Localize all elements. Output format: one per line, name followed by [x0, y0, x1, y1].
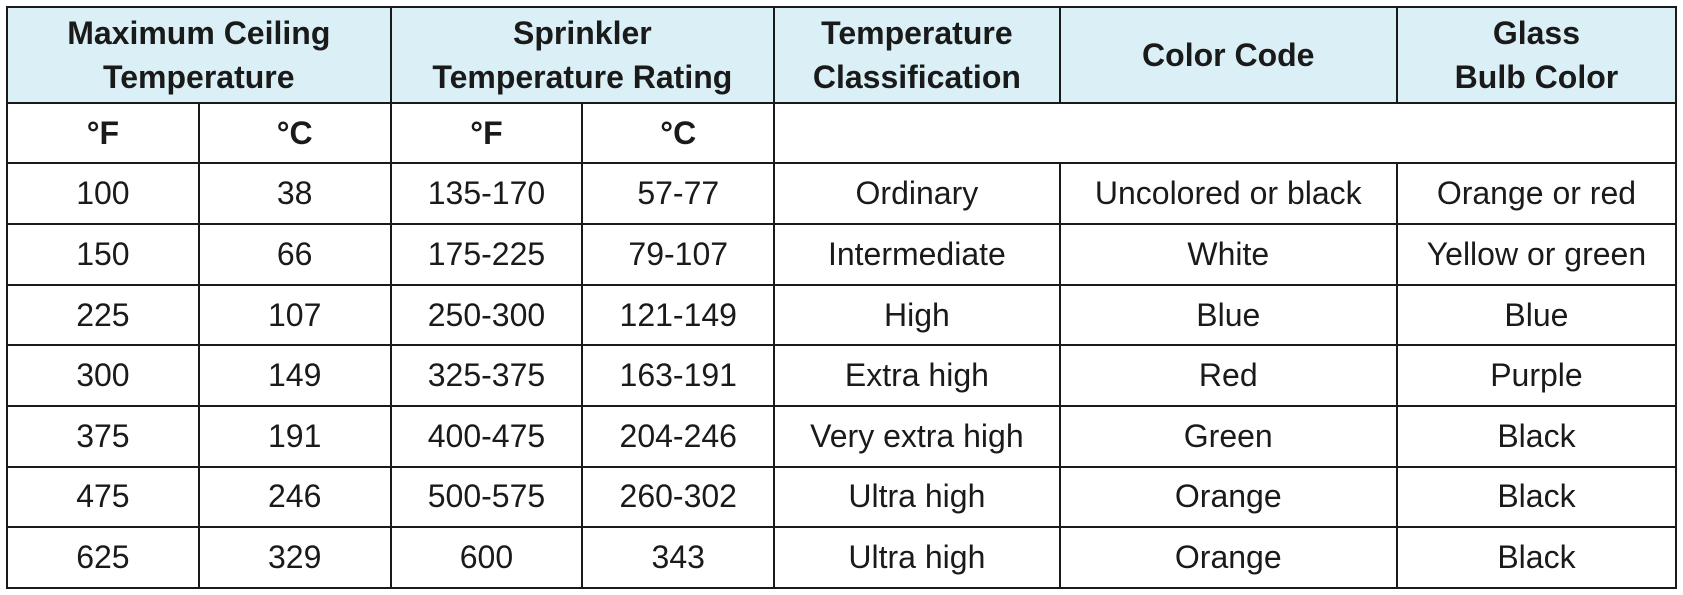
cell-rating-f: 175-225 — [389, 223, 584, 286]
unit-rating-fahrenheit: °F — [389, 101, 584, 165]
cell-rating-c: 121-149 — [581, 283, 776, 347]
cell-classification: Very extra high — [773, 404, 1061, 468]
cell-color-code: Orange — [1058, 526, 1398, 589]
cell-bulb-color: Black — [1395, 404, 1678, 468]
sprinkler-temperature-table-container: Maximum Ceiling Temperature Sprinkler Te… — [6, 6, 1678, 589]
cell-rating-c: 79-107 — [581, 223, 776, 286]
cell-ceiling-c: 191 — [197, 404, 392, 468]
header-line: Maximum Ceiling — [67, 14, 331, 51]
cell-bulb-color: Yellow or green — [1395, 223, 1678, 286]
table-row: 100 38 135-170 57-77 Ordinary Uncolored or bl… — [6, 162, 1678, 226]
header-color-code: Color Code — [1058, 6, 1398, 104]
table-body: 100 38 135-170 57-77 Ordinary Uncolored or bl… — [6, 162, 1678, 589]
header-max-ceiling-temperature: Maximum Ceiling Temperature — [6, 6, 392, 104]
cell-rating-f: 250-300 — [389, 283, 584, 347]
cell-ceiling-f: 225 — [6, 283, 200, 347]
units-blank-cell — [773, 101, 1677, 165]
cell-color-code: Blue — [1058, 283, 1398, 347]
header-line: Temperature — [103, 58, 295, 95]
cell-ceiling-f: 475 — [6, 465, 200, 529]
sprinkler-temperature-table: Maximum Ceiling Temperature Sprinkler Te… — [6, 6, 1678, 589]
cell-bulb-color: Black — [1395, 526, 1678, 589]
cell-rating-f: 600 — [389, 526, 584, 589]
cell-color-code: Orange — [1058, 465, 1398, 529]
cell-ceiling-c: 329 — [197, 526, 392, 589]
table-row: 625 329 600 343 Ultra high Orange Black — [6, 526, 1678, 589]
cell-rating-f: 500-575 — [389, 465, 584, 529]
cell-classification: Extra high — [773, 344, 1061, 407]
cell-ceiling-f: 300 — [6, 344, 200, 407]
header-glass-bulb-color: Glass Bulb Color — [1395, 6, 1678, 104]
cell-rating-c: 163-191 — [581, 344, 776, 407]
cell-rating-f: 135-170 — [389, 162, 584, 226]
units-row: °F °C °F °C — [6, 101, 1677, 165]
header-line: Bulb Color — [1454, 58, 1619, 95]
cell-rating-c: 343 — [581, 526, 776, 589]
unit-rating-celsius: °C — [581, 101, 776, 165]
header-line: Glass — [1492, 14, 1581, 51]
cell-bulb-color: Black — [1395, 465, 1678, 529]
table-row: 300 149 325-375 163-191 Extra high Red Purple — [6, 344, 1678, 407]
header-row: Maximum Ceiling Temperature Sprinkler Te… — [6, 6, 1678, 104]
cell-classification: Ultra high — [773, 526, 1061, 589]
cell-ceiling-f: 375 — [6, 404, 200, 468]
cell-rating-c: 57-77 — [581, 162, 776, 226]
cell-color-code: White — [1058, 223, 1398, 286]
unit-ceiling-celsius: °C — [197, 101, 392, 165]
cell-bulb-color: Orange or red — [1395, 162, 1678, 226]
header-line: Temperature Rating — [432, 58, 733, 95]
cell-ceiling-f: 625 — [6, 526, 200, 589]
cell-ceiling-c: 38 — [197, 162, 392, 226]
header-line: Sprinkler — [512, 14, 652, 51]
cell-color-code: Uncolored or black — [1058, 162, 1398, 226]
cell-rating-f: 325-375 — [389, 344, 584, 407]
header-line: Temperature — [821, 14, 1013, 51]
header-sprinkler-temperature-rating: Sprinkler Temperature Rating — [389, 6, 776, 104]
header-line: Color Code — [1142, 36, 1315, 73]
cell-classification: Ultra high — [773, 465, 1061, 529]
cell-rating-c: 204-246 — [581, 404, 776, 468]
cell-ceiling-f: 100 — [6, 162, 200, 226]
table-row: 150 66 175-225 79-107 Intermediate White Yello… — [6, 223, 1678, 286]
unit-ceiling-fahrenheit: °F — [6, 101, 200, 165]
cell-ceiling-f: 150 — [6, 223, 200, 286]
cell-rating-c: 260-302 — [581, 465, 776, 529]
header-line: Classification — [812, 58, 1021, 95]
table-row: 225 107 250-300 121-149 High Blue Blue — [6, 283, 1678, 347]
cell-classification: High — [773, 283, 1061, 347]
table-row: 475 246 500-575 260-302 Ultra high Orange Blac… — [6, 465, 1678, 529]
cell-ceiling-c: 149 — [197, 344, 392, 407]
cell-ceiling-c: 246 — [197, 465, 392, 529]
table-row: 375 191 400-475 204-246 Very extra high Green… — [6, 404, 1678, 468]
cell-color-code: Green — [1058, 404, 1398, 468]
cell-bulb-color: Blue — [1395, 283, 1678, 347]
cell-color-code: Red — [1058, 344, 1398, 407]
cell-classification: Ordinary — [773, 162, 1061, 226]
cell-classification: Intermediate — [773, 223, 1061, 286]
header-temperature-classification: Temperature Classification — [773, 6, 1061, 104]
cell-bulb-color: Purple — [1395, 344, 1678, 407]
cell-ceiling-c: 107 — [197, 283, 392, 347]
cell-ceiling-c: 66 — [197, 223, 392, 286]
cell-rating-f: 400-475 — [389, 404, 584, 468]
